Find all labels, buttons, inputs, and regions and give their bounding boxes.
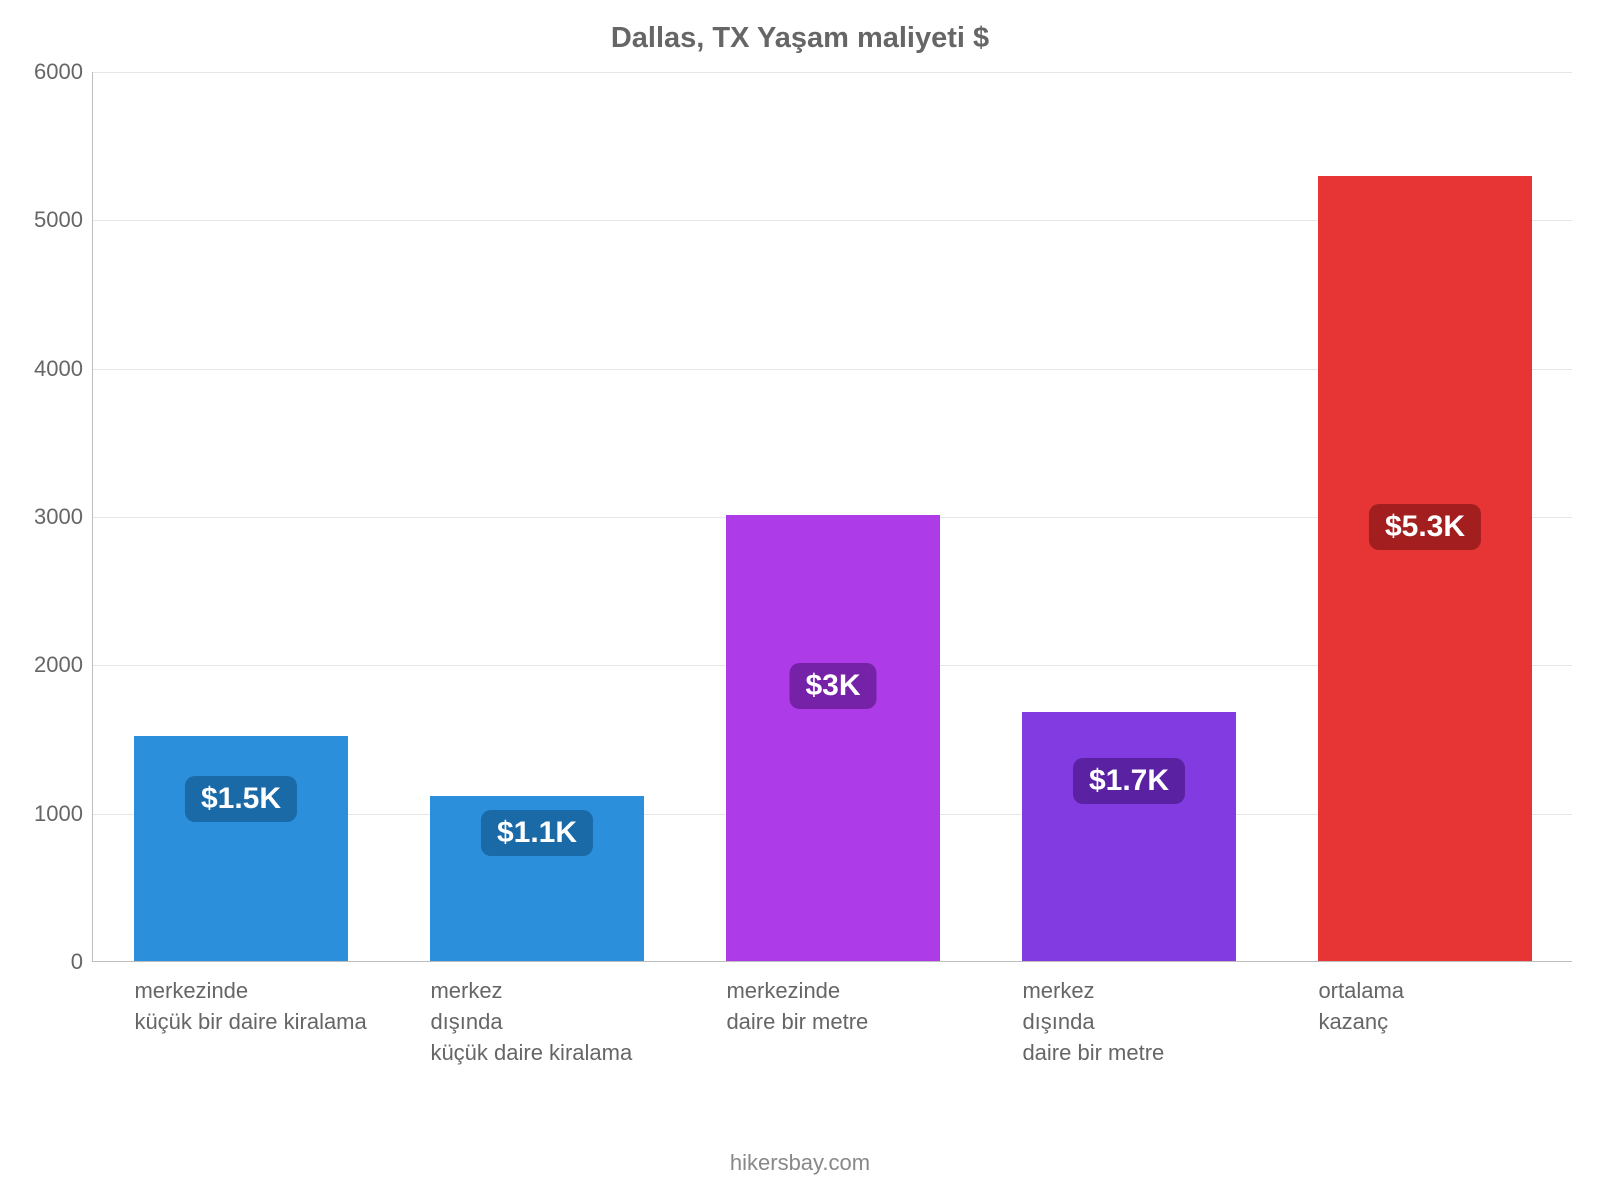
bar-value-label: $5.3K [1369, 504, 1481, 550]
y-tick-label: 4000 [21, 356, 83, 382]
bar-value-label: $3K [789, 663, 876, 709]
x-tick-label: merkezinde küçük bir daire kiralama [134, 976, 387, 1038]
chart-title: Dallas, TX Yaşam maliyeti $ [0, 22, 1600, 55]
x-tick-label: ortalama kazanç [1318, 976, 1571, 1038]
y-tick-label: 1000 [21, 801, 83, 827]
y-tick-label: 0 [21, 949, 83, 975]
x-tick-label: merkezinde daire bir metre [726, 976, 979, 1038]
chart-container: Dallas, TX Yaşam maliyeti $ 010002000300… [0, 0, 1600, 1200]
y-tick-label: 6000 [21, 59, 83, 85]
plot-area: 0100020003000400050006000$1.5Kmerkezinde… [92, 72, 1572, 962]
bar-value-label: $1.7K [1073, 758, 1185, 804]
x-tick-label: merkez dışında daire bir metre [1022, 976, 1275, 1068]
bar [726, 515, 939, 961]
y-tick-label: 2000 [21, 652, 83, 678]
bar [1318, 176, 1531, 961]
bar [1022, 712, 1235, 961]
y-tick-label: 5000 [21, 207, 83, 233]
x-tick-label: merkez dışında küçük daire kiralama [430, 976, 683, 1068]
y-tick-label: 3000 [21, 504, 83, 530]
bar [134, 736, 347, 961]
bar-value-label: $1.5K [185, 776, 297, 822]
bar-value-label: $1.1K [481, 810, 593, 856]
grid-line [93, 72, 1572, 73]
footer-text: hikersbay.com [0, 1150, 1600, 1176]
